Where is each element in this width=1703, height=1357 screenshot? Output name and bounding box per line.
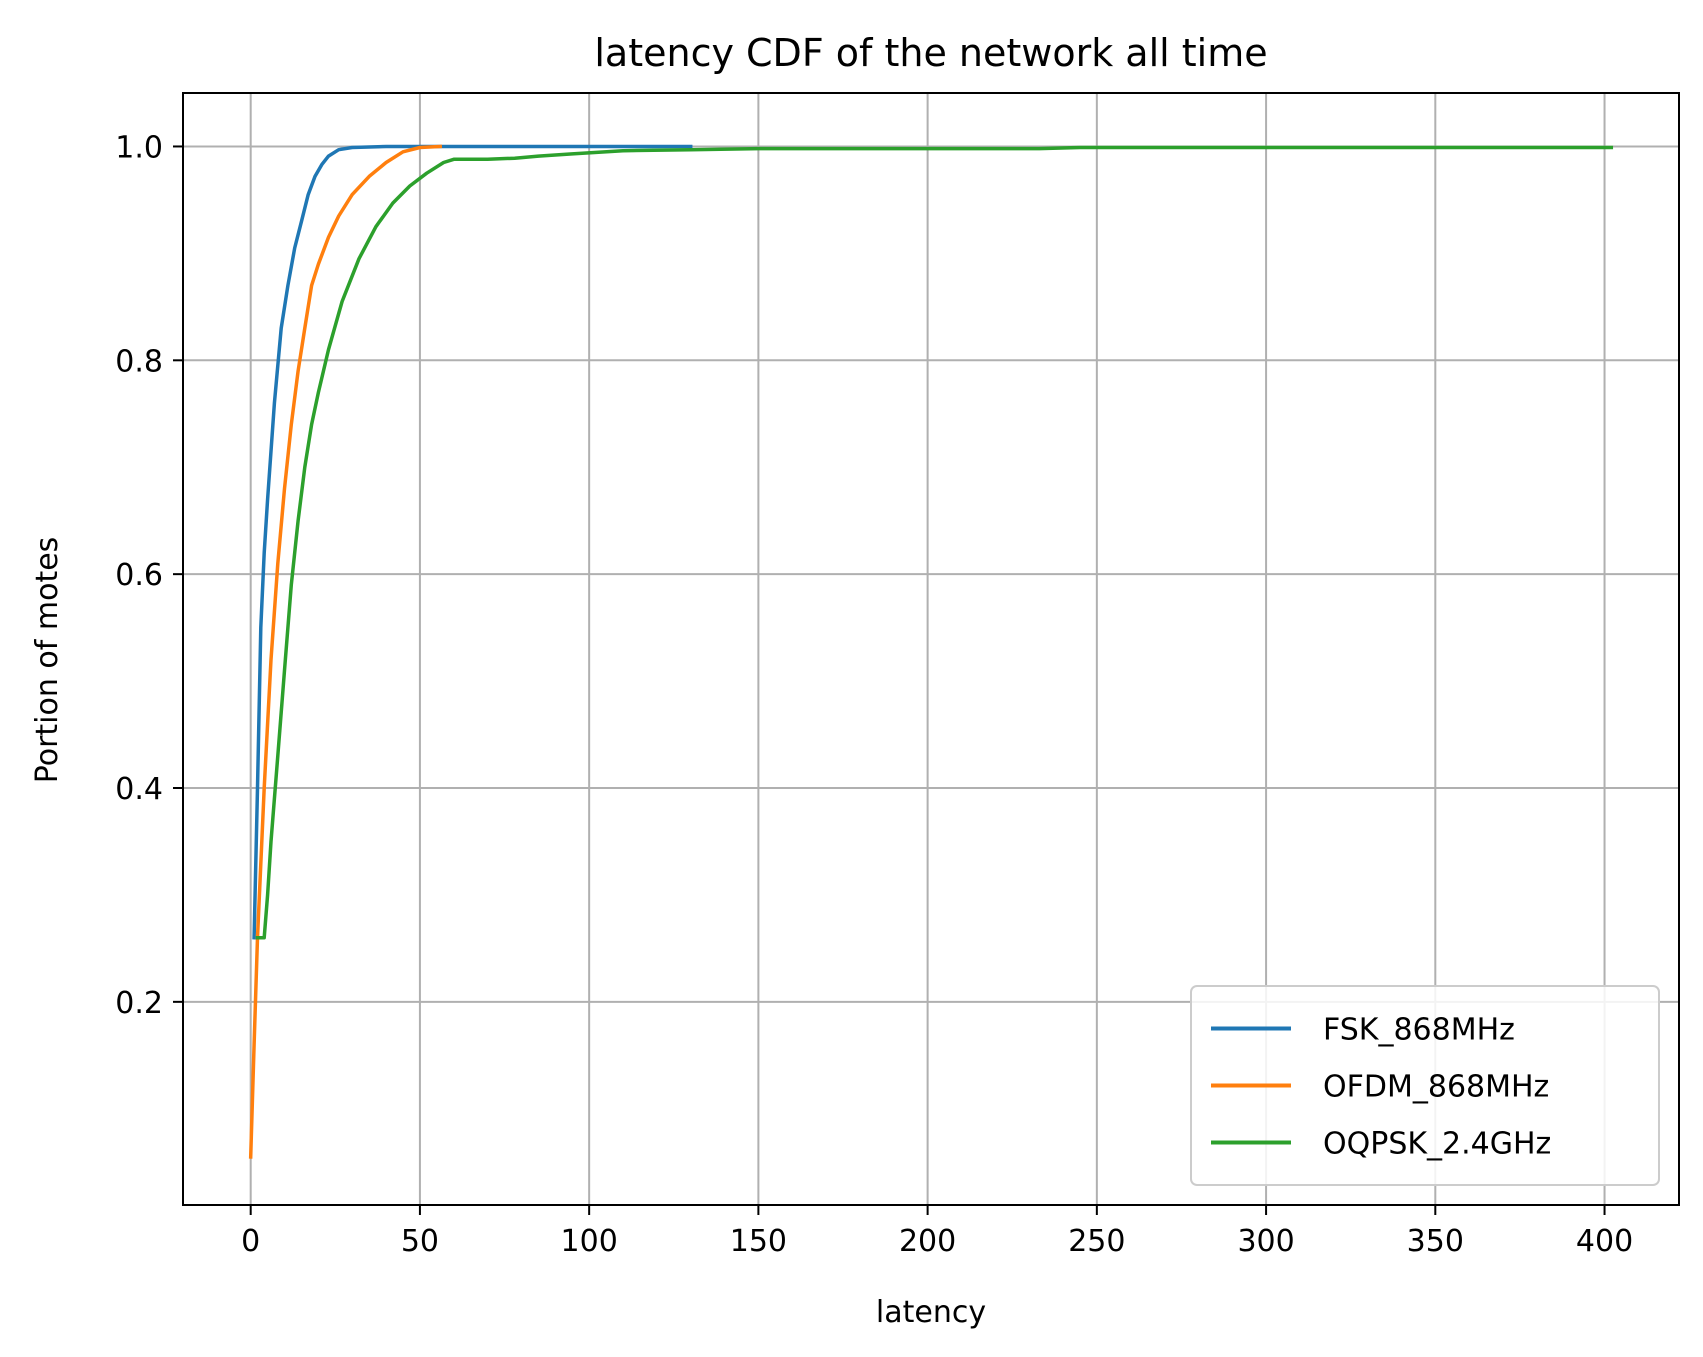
x-axis-label: latency	[876, 1295, 986, 1330]
x-tick-label: 300	[1237, 1224, 1294, 1259]
legend-box	[1190, 985, 1660, 1186]
plot-frame	[182, 92, 1680, 1206]
y-tick-label: 0.8	[115, 344, 163, 379]
y-axis-label: Portion of motes	[30, 537, 65, 784]
x-tick-label: 400	[1576, 1224, 1633, 1259]
y-tick-label: 0.2	[115, 986, 163, 1021]
x-tick-label: 150	[730, 1224, 787, 1259]
series-lines	[248, 144, 1614, 1159]
legend-label: OQPSK_2.4GHz	[1323, 1127, 1551, 1162]
x-tick-label: 100	[561, 1224, 618, 1259]
x-tick-label: 350	[1407, 1224, 1464, 1259]
legend-label: FSK_868MHz	[1323, 1013, 1515, 1048]
x-tick-label: 250	[1068, 1224, 1125, 1259]
axis-ticks: 0 50 100 150 200 250 300 350 400 0.2 0.4 0.6 0.8 1.0	[115, 130, 1633, 1259]
legend: FSK_868MHz OFDM_868MHz OQPSK_2.4GHz	[1190, 985, 1660, 1186]
x-tick-label: 200	[899, 1224, 956, 1259]
x-tick-label: 0	[241, 1224, 260, 1259]
y-tick-label: 0.6	[115, 558, 163, 593]
series-line-fsk-868mhz	[252, 144, 693, 940]
series-line-oqpsk-2-4ghz	[255, 145, 1614, 940]
chart-title: latency CDF of the network all time	[594, 31, 1267, 75]
series-line-ofdm-868mhz	[248, 144, 443, 1159]
y-tick-label: 0.4	[115, 772, 163, 807]
legend-label: OFDM_868MHz	[1323, 1070, 1549, 1105]
y-tick-label: 1.0	[115, 130, 163, 165]
x-tick-label: 50	[401, 1224, 439, 1259]
